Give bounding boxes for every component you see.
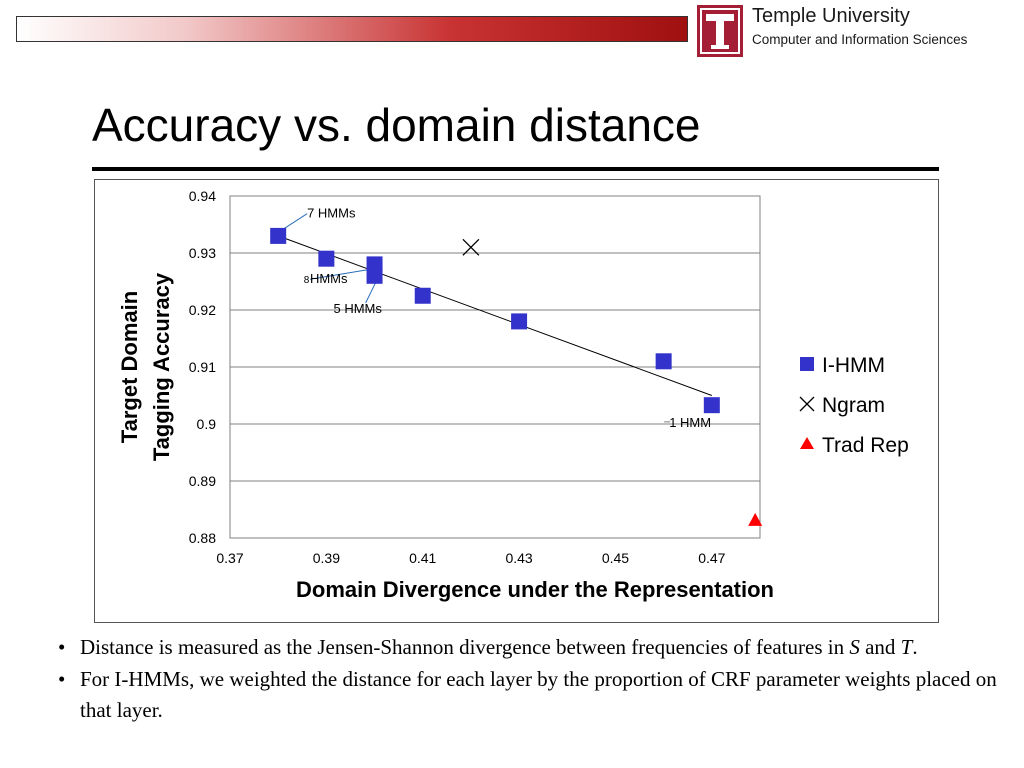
x-tick-label: 0.41	[409, 550, 436, 566]
annotation-label: 7 HMMs	[307, 206, 356, 221]
x-axis-title: Domain Divergence under the Representati…	[296, 577, 774, 602]
annotation-leader	[309, 268, 373, 280]
ihmm-point	[270, 227, 287, 244]
bullet-var-t: T	[900, 635, 913, 659]
annotation-label: 5 HMMs	[333, 301, 382, 316]
ihmm-point	[655, 353, 672, 370]
header-gradient-bar	[16, 16, 688, 42]
y-tick-label: 0.93	[189, 245, 216, 261]
trad-rep-point	[748, 512, 763, 526]
x-tick-label: 0.43	[505, 550, 532, 566]
y-axis-title: Tagging Accuracy	[149, 272, 174, 461]
y-tick-label: 0.9	[197, 416, 217, 432]
bullet-item: • For I-HMMs, we weighted the distance fo…	[28, 664, 998, 727]
bullet-text: and	[859, 635, 901, 659]
bullet-text: .	[912, 635, 918, 659]
annotation-label: 8	[304, 275, 310, 286]
y-tick-label: 0.94	[189, 188, 216, 204]
y-tick-label: 0.89	[189, 473, 216, 489]
bullet-text: For I-HMMs, we weighted the distance for…	[80, 666, 997, 723]
legend-ihmm-icon	[800, 357, 814, 371]
department-name: Computer and Information Sciences	[752, 32, 968, 47]
ngram-point	[462, 238, 480, 256]
x-tick-label: 0.37	[216, 550, 243, 566]
chart-frame: 0.88 0.89 0.9 0.91 0.92 0.93 0.94 0.37 0.39 0.41 0…	[94, 179, 939, 623]
bullet-dot-icon: •	[58, 635, 66, 659]
legend-ngram-icon	[799, 396, 815, 412]
y-tick-label: 0.92	[189, 302, 216, 318]
annotation-label: 1 HMM	[669, 415, 711, 430]
bullet-item: • Distance is measured as the Jensen-Shan…	[28, 632, 998, 664]
university-name: Temple University	[752, 5, 910, 27]
ihmm-point	[703, 397, 720, 414]
ihmm-point	[318, 250, 335, 267]
y-tick-label: 0.88	[189, 530, 216, 546]
ihmm-point	[511, 313, 528, 330]
trendline	[278, 235, 712, 396]
x-tick-label: 0.39	[313, 550, 340, 566]
bullet-text: Distance is measured as the Jensen-Shann…	[80, 635, 850, 659]
slide-title: Accuracy vs. domain distance	[92, 99, 701, 151]
ihmm-point	[366, 267, 383, 284]
annotation-label: HMMs	[310, 271, 348, 286]
bullet-dot-icon: •	[58, 666, 66, 691]
legend-label: Trad Rep	[822, 434, 909, 457]
y-tick-label: 0.91	[189, 359, 216, 375]
bullet-var-s: S	[849, 635, 860, 659]
title-divider	[92, 167, 939, 171]
bullet-list: • Distance is measured as the Jensen-Shan…	[28, 632, 998, 727]
scatter-chart: 0.88 0.89 0.9 0.91 0.92 0.93 0.94 0.37 0.39 0.41 0…	[117, 188, 909, 602]
x-tick-label: 0.45	[602, 550, 629, 566]
temple-logo-icon	[697, 5, 743, 57]
legend-trad-rep-icon	[800, 437, 814, 449]
x-tick-label: 0.47	[698, 550, 725, 566]
legend-label: I-HMM	[822, 354, 885, 377]
y-axis-title: Target Domain	[117, 291, 142, 443]
legend-label: Ngram	[822, 394, 885, 417]
ihmm-point	[414, 287, 431, 304]
